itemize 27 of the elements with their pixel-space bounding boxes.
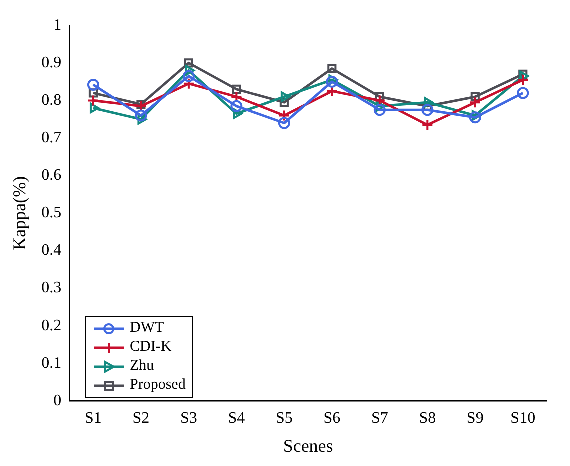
y-tick-label: 0.6 (42, 167, 62, 184)
y-tick-label: 0.7 (42, 129, 62, 146)
x-tick-label: S1 (85, 410, 102, 428)
legend-label: Zhu (130, 357, 154, 376)
y-tick-label: 0.2 (42, 317, 62, 334)
y-tick-label: 0.8 (42, 92, 62, 109)
x-tick-label: S5 (276, 410, 293, 428)
y-tick-label: 1 (54, 16, 62, 34)
x-tick-label: S8 (419, 410, 436, 428)
x-tick-label: S2 (132, 410, 150, 428)
y-tick-label: 0.9 (42, 54, 62, 72)
legend-label: DWT (130, 319, 164, 338)
legend-label: Proposed (130, 376, 186, 395)
x-tick-label: S4 (228, 410, 246, 428)
x-tick-label: S7 (371, 410, 388, 428)
y-tick-label: 0.3 (42, 280, 62, 297)
x-tick-label: S6 (324, 410, 341, 428)
x-tick-label: S10 (510, 410, 536, 428)
y-tick-label: 0.1 (42, 354, 62, 372)
y-tick-label: 0.5 (42, 204, 62, 222)
x-tick-label: S3 (180, 410, 198, 428)
y-tick-label: 0 (54, 392, 62, 410)
x-axis-title: Scenes (283, 436, 334, 456)
legend-label: CDI-K (130, 338, 172, 357)
x-tick-label: S9 (466, 410, 484, 428)
y-axis-title: Kappa(%) (10, 176, 30, 250)
y-tick-label: 0.4 (42, 242, 62, 260)
